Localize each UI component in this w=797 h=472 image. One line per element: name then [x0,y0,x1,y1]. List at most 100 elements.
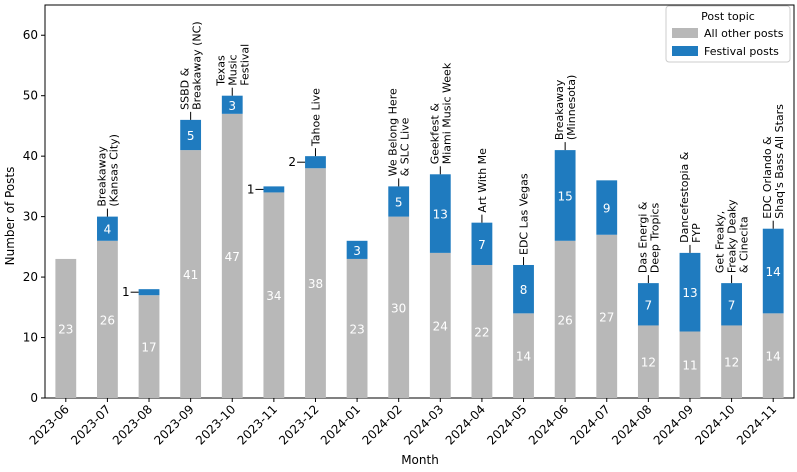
x-tick-label: 2023-12 [276,402,321,447]
x-tick-label: 2024-09 [651,402,696,447]
bar-segment [679,331,701,398]
annotation: Get Freaky, [714,211,727,273]
value-label: 3 [353,244,361,258]
annotation: FYP [690,223,703,243]
value-label: 34 [266,289,281,303]
annotation: & SLC Live [399,117,412,176]
value-label: 27 [599,310,614,324]
legend-label: All other posts [704,27,784,40]
bar-segment [180,150,202,398]
annotation: EDC Las Vegas [518,173,531,255]
bar-segment [471,264,493,398]
bar-segment [138,289,160,296]
bar-segment [596,234,618,398]
bar-segment [305,156,326,169]
value-label: 17 [141,341,156,355]
x-tick-label: 2023-06 [27,402,72,447]
value-label: 13 [682,286,697,300]
annotation: Freaky Deaky [726,199,739,273]
value-label: 7 [728,298,736,312]
annotation: Texas [214,55,227,87]
bar-segment [637,325,659,398]
y-axis-label: Number of Posts [3,167,17,266]
bar-segment [762,228,784,314]
x-tick-label: 2024-05 [484,402,529,447]
value-label: 11 [682,359,697,373]
value-label: 3 [228,99,236,113]
bar-segment [388,186,410,217]
value-label: 4 [104,223,112,237]
annotation: Miami Music Week [440,62,453,164]
value-label: 14 [516,350,531,364]
value-label: 2 [288,155,296,169]
legend-swatch [672,28,698,38]
y-tick-label: 50 [23,89,38,103]
value-label: 7 [645,298,653,312]
legend-swatch [672,46,698,56]
plot-frame [44,4,795,399]
annotation: Tahoe Live [309,88,322,147]
bar-segment [221,95,243,114]
value-label: 12 [641,356,656,370]
annotation: Breakaway [95,146,108,207]
value-label: 15 [557,189,572,203]
bar-segment [180,119,202,151]
value-label: 8 [520,283,528,297]
annotation: EDC Orlando & [761,136,774,219]
x-tick-label: 2024-10 [692,402,737,447]
y-tick-label: 60 [23,28,38,42]
bar-segment [471,222,493,265]
annotation: We Belong Here [387,88,400,176]
x-tick-label: 2024-06 [526,402,571,447]
annotation: (Minnesota) [565,75,578,140]
x-tick-label: 2024-02 [359,402,404,447]
annotation: Dancefestopia & [678,151,691,243]
value-label: 47 [225,250,240,264]
bar-segment [97,240,118,398]
bar-segment [554,240,576,398]
annotation: Geekfest & [428,103,441,165]
value-label: 23 [349,322,364,336]
value-label: 13 [433,208,448,222]
value-label: 26 [100,313,115,327]
y-tick-label: 40 [23,149,38,163]
x-tick-label: 2024-03 [401,402,446,447]
annotation: (Kansas City) [107,134,120,207]
x-tick-label: 2023-09 [151,402,196,447]
value-label: 5 [395,196,403,210]
bar-segment [513,264,534,314]
bar-segment [263,192,285,398]
bar-segment [97,216,118,241]
annotation: Breakaway (NC) [191,21,204,110]
annotation: Festival [238,44,251,86]
y-tick-label: 10 [23,331,38,345]
y-tick-label: 30 [23,210,38,224]
annotation: Deep Tropics [648,202,661,273]
value-label: 38 [308,277,323,291]
x-axis-label: Month [401,453,439,467]
bar-segment [346,258,368,398]
x-tick-label: 2024-08 [609,402,654,447]
bar-segment [721,283,742,326]
annotation: & Cinecita [738,216,751,273]
value-label: 14 [766,265,781,279]
annotation: Art With Me [476,148,489,213]
bar-segment [429,174,451,253]
value-label: 9 [603,202,611,216]
value-label: 14 [766,350,781,364]
x-tick-label: 2024-01 [318,402,363,447]
annotation: SSBD & [179,67,192,109]
bar-segment [762,313,784,398]
x-tick-label: 2023-11 [235,402,280,447]
bar-segment [637,283,659,326]
y-tick-label: 20 [23,270,38,284]
bar-segment [388,216,410,398]
value-label: 30 [391,301,406,315]
value-label: 41 [183,268,198,282]
bar-segment [679,252,701,332]
bar-segment [55,258,77,398]
bar-segment [721,325,742,398]
bar-segment [596,180,618,235]
legend-label: Festival posts [704,45,779,58]
y-tick-label: 0 [30,391,38,405]
